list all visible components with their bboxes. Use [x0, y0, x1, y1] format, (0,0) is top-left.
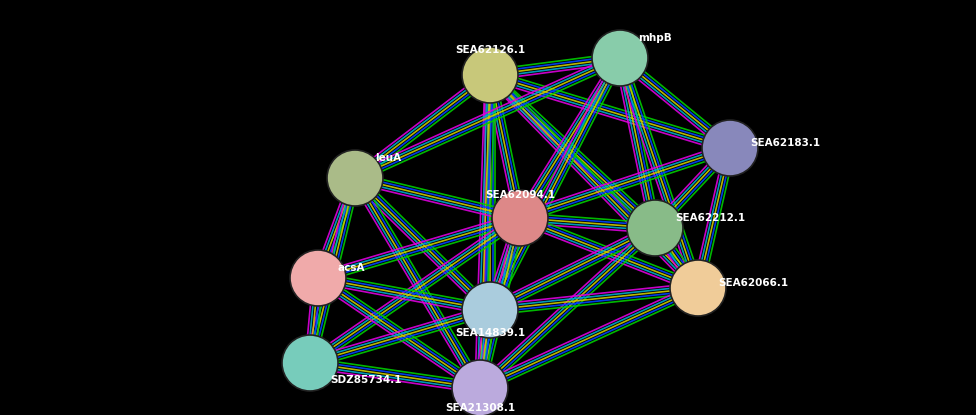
Circle shape	[327, 150, 383, 206]
Circle shape	[462, 47, 518, 103]
Text: SEA21308.1: SEA21308.1	[445, 403, 515, 413]
Text: acsA: acsA	[338, 263, 365, 273]
Circle shape	[462, 282, 518, 338]
Text: SEA62212.1: SEA62212.1	[675, 213, 745, 223]
Circle shape	[290, 250, 346, 306]
Text: SEA62094.1: SEA62094.1	[485, 190, 555, 200]
Text: SEA62126.1: SEA62126.1	[455, 45, 525, 55]
Circle shape	[670, 260, 726, 316]
Text: mhpB: mhpB	[638, 33, 671, 43]
Circle shape	[282, 335, 338, 391]
Text: SEA62066.1: SEA62066.1	[718, 278, 789, 288]
Circle shape	[452, 360, 508, 415]
Circle shape	[702, 120, 758, 176]
Text: SDZ85734.1: SDZ85734.1	[330, 375, 401, 385]
Text: SEA14839.1: SEA14839.1	[455, 328, 525, 338]
Circle shape	[627, 200, 683, 256]
Text: leuA: leuA	[375, 153, 401, 163]
Circle shape	[492, 190, 548, 246]
Circle shape	[592, 30, 648, 86]
Text: SEA62183.1: SEA62183.1	[750, 138, 820, 148]
